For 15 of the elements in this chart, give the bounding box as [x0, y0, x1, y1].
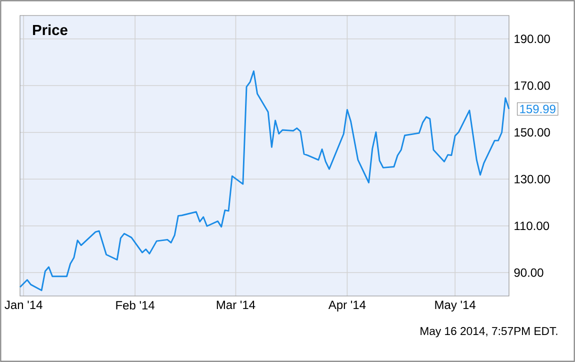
x-tick-label: May '14 [435, 300, 476, 312]
line-series [19, 70, 510, 292]
x-tick-label: Feb '14 [116, 300, 155, 310]
data-label: 159.99 [520, 104, 556, 114]
x-tick-label: Apr '14 [328, 300, 366, 312]
text: May 16 2014, 7:57PM EDT. [420, 327, 558, 338]
chart-title: Price [33, 24, 68, 36]
y-tick-label: 170.00 [514, 81, 550, 90]
y-tick-label: 90.00 [514, 268, 544, 277]
y-tick-label: 190.00 [514, 34, 550, 44]
x-tick-label: Mar '14 [216, 300, 256, 310]
x-tick-label: Jan '14 [4, 300, 42, 310]
y-tick-label: 110.00 [514, 222, 550, 230]
y-tick-label: 130.00 [514, 174, 550, 184]
y-tick-label: 150.00 [514, 128, 550, 137]
